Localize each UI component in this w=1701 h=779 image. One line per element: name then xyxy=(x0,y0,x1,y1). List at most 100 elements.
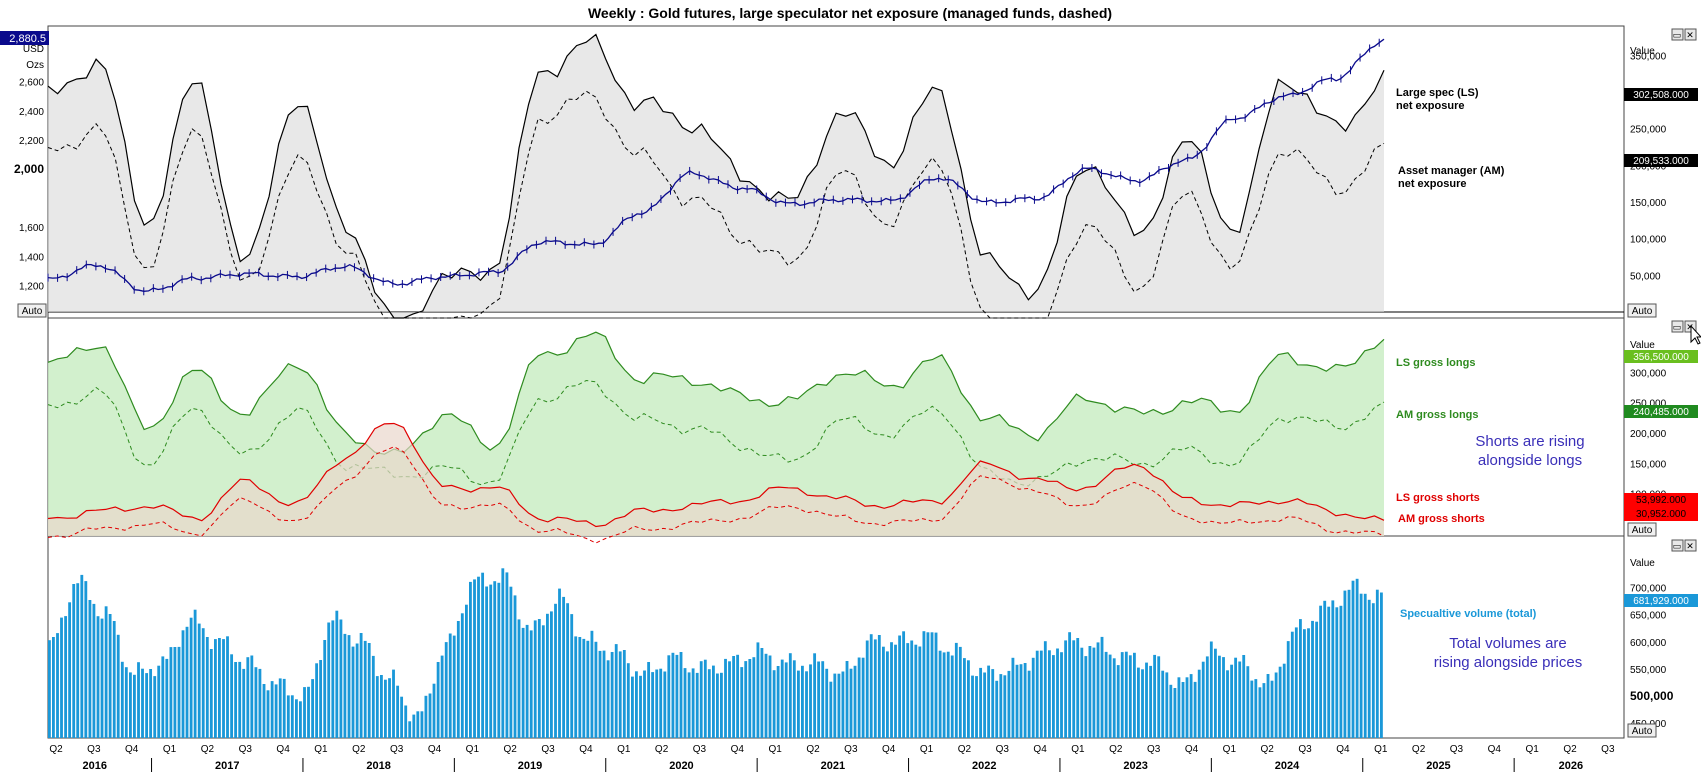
volume-bar xyxy=(513,595,517,738)
volume-bar xyxy=(1266,674,1270,738)
volume-bar xyxy=(444,642,448,738)
label-ls-net-1: Large spec (LS) xyxy=(1396,87,1479,99)
volume-bar xyxy=(918,646,922,738)
volume-bar xyxy=(218,638,221,738)
volume-bar xyxy=(825,668,829,738)
auto-button-p1-right[interactable]: Auto xyxy=(1627,303,1657,318)
volume-bar xyxy=(1137,667,1140,738)
volume-bar xyxy=(1218,655,1221,738)
volume-bar xyxy=(80,574,84,738)
p3-value-tick-label: 500,000 xyxy=(1630,689,1674,703)
volume-bar xyxy=(133,674,136,738)
volume-bar xyxy=(436,662,440,738)
volume-bar xyxy=(1124,651,1128,738)
p2-value-tick-label: 150,000 xyxy=(1630,459,1667,470)
volume-bar xyxy=(1230,664,1234,738)
volume-bar xyxy=(363,640,367,738)
volume-bar xyxy=(1359,593,1363,738)
volume-bar xyxy=(1060,652,1063,738)
volume-bar xyxy=(975,676,978,738)
volume-bar xyxy=(687,672,691,738)
volume-bar xyxy=(1355,578,1359,738)
volume-bar xyxy=(938,650,942,738)
volume-bar xyxy=(942,652,946,738)
volume-bar xyxy=(1003,675,1007,738)
volume-bar xyxy=(1375,589,1379,738)
quarter-tick-label: Q1 xyxy=(163,744,177,755)
volume-bar xyxy=(550,611,553,738)
volume-bar xyxy=(270,681,274,738)
auto-button-3[interactable]: Auto xyxy=(1627,723,1657,738)
panel3-close-button[interactable]: ✕ xyxy=(1684,539,1697,552)
volume-bar xyxy=(647,662,651,738)
volume-bar xyxy=(716,673,719,738)
volume-bar xyxy=(1286,641,1290,738)
p1-value-tick-label: 350,000 xyxy=(1630,51,1667,62)
year-tick-label: 2024 xyxy=(1275,760,1300,772)
volume-bar xyxy=(1299,619,1302,738)
volume-bar xyxy=(1380,592,1383,738)
quarter-tick-label: Q3 xyxy=(1298,744,1312,755)
panel1-minimize-button[interactable]: ▭ xyxy=(1671,28,1684,41)
p2-value-tick-label: 250,000 xyxy=(1630,399,1667,410)
volume-bar xyxy=(1052,655,1055,738)
quarter-tick-label: Q2 xyxy=(1109,744,1123,755)
volume-bar xyxy=(497,582,501,738)
volume-bar xyxy=(367,643,371,738)
volume-bar xyxy=(869,634,873,738)
volume-bar xyxy=(574,636,578,738)
volume-bar xyxy=(780,659,784,738)
badge-am-longs-label: 240,485.000 xyxy=(1633,407,1689,418)
year-tick-label: 2020 xyxy=(669,760,693,772)
quarter-tick-label: Q1 xyxy=(1071,744,1085,755)
volume-bar xyxy=(537,619,541,738)
volume-bar xyxy=(1027,670,1031,738)
volume-bar xyxy=(88,600,92,738)
volume-bar xyxy=(1185,677,1189,738)
volume-bar xyxy=(1323,600,1327,738)
volume-bar xyxy=(68,602,72,738)
volume-bar xyxy=(1197,669,1201,738)
volume-bar xyxy=(914,644,918,738)
volume-bar xyxy=(120,661,124,738)
volume-bar xyxy=(622,650,626,738)
panel1-close-button[interactable]: ✕ xyxy=(1684,28,1697,41)
p2-value-tick-label: 300,000 xyxy=(1630,368,1667,379)
volume-bar xyxy=(116,634,120,738)
year-tick-label: 2026 xyxy=(1559,760,1583,772)
panel2-minimize-button[interactable]: ▭ xyxy=(1671,320,1684,333)
volume-bar xyxy=(1250,680,1254,738)
volume-bar xyxy=(177,646,181,738)
volume-bar xyxy=(384,679,387,738)
year-tick-label: 2019 xyxy=(518,760,542,772)
year-tick-label: 2021 xyxy=(821,760,845,772)
volume-bar xyxy=(282,678,286,738)
panel3-minimize-button[interactable]: ▭ xyxy=(1671,539,1684,552)
auto-button-2[interactable]: Auto xyxy=(1627,522,1657,537)
volume-bar xyxy=(1023,663,1027,738)
volume-bar xyxy=(691,668,695,738)
volume-bar xyxy=(1242,655,1246,738)
volume-bar xyxy=(1064,640,1068,738)
volume-bar xyxy=(456,621,460,738)
annotation-shorts-1: Shorts are rising xyxy=(1475,433,1584,450)
badge-ls-longs-label: 356,500.000 xyxy=(1633,352,1689,363)
volume-bar xyxy=(1116,665,1120,738)
auto-button-1[interactable]: Auto xyxy=(17,303,47,318)
volume-bar xyxy=(1035,650,1039,738)
quarter-tick-label: Q2 xyxy=(958,744,972,755)
volume-bar xyxy=(440,655,444,738)
quarter-tick-label: Q2 xyxy=(49,744,63,755)
volume-bar xyxy=(764,653,768,738)
label-am-longs: AM gross longs xyxy=(1396,409,1479,421)
year-tick-label: 2016 xyxy=(83,760,107,772)
quarter-tick-label: Q4 xyxy=(1185,744,1199,755)
volume-bar xyxy=(84,581,88,738)
volume-bar xyxy=(732,656,736,738)
volume-bar xyxy=(493,581,497,738)
volume-bar xyxy=(857,657,861,738)
am-net-line xyxy=(47,90,1385,319)
volume-bar xyxy=(614,644,618,738)
volume-bar xyxy=(845,661,849,738)
volume-bar xyxy=(1209,641,1213,738)
